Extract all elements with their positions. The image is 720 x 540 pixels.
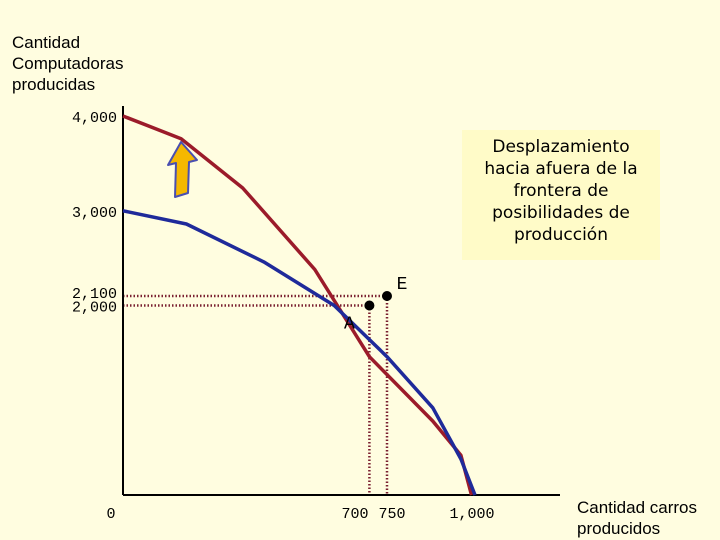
annotation-line: posibilidades de [492, 203, 630, 223]
y-tick-label: 2,100 [72, 286, 117, 303]
y-tick-label: 2,000 [72, 300, 117, 317]
x-axis-title-line: Cantidad carros [577, 498, 698, 517]
annotation-line: producción [514, 225, 608, 245]
annotation-line: Desplazamiento [492, 137, 630, 157]
annotation-line: hacia afuera de la [484, 159, 638, 179]
x-axis-title: Cantidad carros producidos [577, 497, 697, 539]
point-a-marker [364, 300, 375, 311]
x-axis-title-line: producidos [577, 519, 661, 538]
shift-annotation: Desplazamiento hacia afuera de la fronte… [462, 130, 660, 260]
point-a-label: A [344, 315, 355, 335]
y-axis-title: Cantidad Computadoras producidas [12, 32, 124, 95]
x-tick-label: 0 [106, 506, 115, 523]
y-tick-label: 3,000 [72, 205, 117, 222]
x-tick-label: 700 [341, 506, 368, 523]
shift-arrow-icon [167, 141, 198, 198]
y-tick-label: 4,000 [72, 110, 117, 127]
ppf-inner-curve [122, 209, 477, 496]
x-tick-label: 1,000 [449, 506, 494, 523]
x-tick-label: 750 [378, 506, 405, 523]
point-e-label: E [397, 275, 408, 295]
y-axis-title-line: Cantidad [12, 33, 81, 52]
y-axis-title-line: producidas [12, 75, 96, 94]
y-axis-title-line: Computadoras [12, 54, 124, 73]
annotation-line: frontera de [513, 181, 609, 201]
point-e-marker [382, 291, 392, 302]
